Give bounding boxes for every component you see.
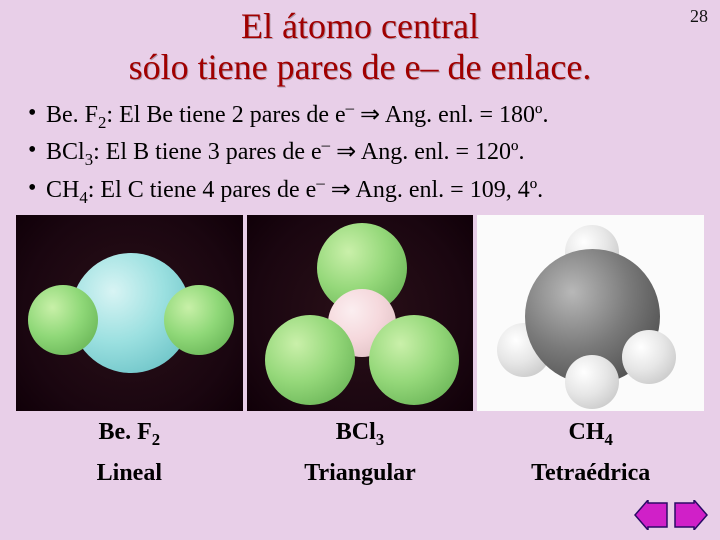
arrow-icon: ⇒ <box>360 101 380 128</box>
label-sub: 2 <box>152 430 160 449</box>
label-sub: 4 <box>604 430 612 449</box>
superscript-minus: – <box>316 173 324 192</box>
next-button[interactable] <box>674 500 708 530</box>
bullet-item: BCl3: El B tiene 3 pares de e– ⇒ Ang. en… <box>28 134 704 171</box>
atom-h <box>622 330 676 384</box>
label-pre: BCl <box>336 419 376 445</box>
arrow-right-icon <box>674 500 708 530</box>
arrow-icon: ⇒ <box>336 138 356 165</box>
bullet-item: Be. F2: El Be tiene 2 pares de e– ⇒ Ang.… <box>28 97 704 134</box>
geometry-label: Triangular <box>247 460 474 487</box>
molecule-images-row <box>16 215 704 411</box>
superscript-minus: – <box>346 98 354 117</box>
arrow-icon: ⇒ <box>331 176 351 203</box>
bullet-text: : El B tiene 3 pares de e <box>93 139 322 165</box>
bullet-item: CH4: El C tiene 4 pares de e– ⇒ Ang. enl… <box>28 172 704 209</box>
atom-h <box>565 355 619 409</box>
mol-formula: Be. F <box>46 102 98 128</box>
geometry-label: Tetraédrica <box>477 460 704 487</box>
molecule-image-bef2 <box>16 215 243 411</box>
label-pre: Be. F <box>98 419 151 445</box>
page-number: 28 <box>690 6 708 27</box>
prev-button[interactable] <box>634 500 668 530</box>
label-pre: CH <box>568 419 604 445</box>
title-line-2: sólo tiene pares de e– de enlace. <box>129 47 592 87</box>
bullet-text: : El Be tiene 2 pares de e <box>106 102 345 128</box>
molecule-label: Be. F2 <box>16 419 243 450</box>
atom-f <box>164 285 234 355</box>
atom-cl <box>265 315 355 405</box>
angle-text: Ang. enl. = 120º. <box>361 139 525 165</box>
molecule-labels-row: Be. F2 BCl3 CH4 <box>16 419 704 450</box>
molecule-image-bcl3 <box>247 215 474 411</box>
angle-text: Ang. enl. = 180º. <box>385 102 549 128</box>
mol-formula: CH <box>46 177 79 203</box>
mol-sub: 3 <box>85 150 93 169</box>
atom-cl <box>369 315 459 405</box>
geometry-labels-row: Lineal Triangular Tetraédrica <box>16 460 704 487</box>
molecule-label: CH4 <box>477 419 704 450</box>
label-sub: 3 <box>376 430 384 449</box>
superscript-minus: – <box>322 135 330 154</box>
molecule-label: BCl3 <box>247 419 474 450</box>
bullet-text: : El C tiene 4 pares de e <box>88 177 317 203</box>
atom-f <box>28 285 98 355</box>
title-line-1: El átomo central <box>241 6 479 46</box>
mol-formula: BCl <box>46 139 85 165</box>
angle-text: Ang. enl. = 109, 4º. <box>356 177 544 203</box>
bullet-list: Be. F2: El Be tiene 2 pares de e– ⇒ Ang.… <box>28 97 704 209</box>
page-title: El átomo central sólo tiene pares de e– … <box>0 0 720 89</box>
molecule-image-ch4 <box>477 215 704 411</box>
geometry-label: Lineal <box>16 460 243 487</box>
nav-controls <box>634 500 708 530</box>
arrow-left-icon <box>634 500 668 530</box>
mol-sub: 4 <box>79 188 87 207</box>
